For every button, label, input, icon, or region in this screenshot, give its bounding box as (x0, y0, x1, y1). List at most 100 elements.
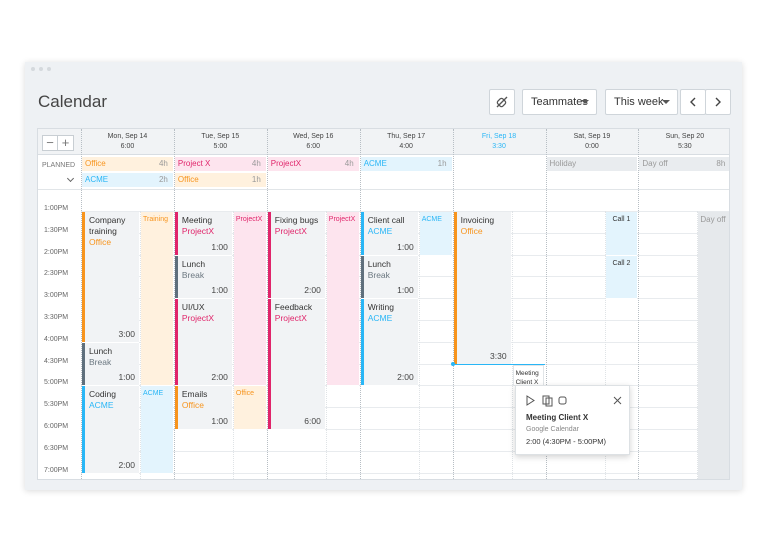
planned-chip: ACME 1h (360, 157, 452, 171)
event-title: Emails (181, 389, 208, 400)
now-line (452, 363, 546, 366)
event[interactable]: Writing ACME 2:00 (360, 299, 418, 387)
prev-button[interactable] (680, 89, 706, 115)
event-duration: 1:00 (397, 285, 414, 296)
event-title: Client call (367, 215, 405, 225)
planned-block[interactable]: ProjectX (233, 212, 266, 387)
popup-source: Google Calendar (526, 426, 579, 433)
teammates-dropdown[interactable]: Teammates (522, 89, 597, 115)
day-total: 3:30 (492, 143, 506, 150)
grid-line (81, 211, 729, 212)
event-color (82, 212, 85, 342)
day-divider (266, 129, 268, 479)
event[interactable]: Feedback ProjectX 6:00 (267, 299, 325, 430)
event-duration: 3:00 (118, 328, 135, 339)
slot-divider (140, 211, 141, 479)
day-total: 6:00 (120, 143, 135, 150)
time-label: 1:30PM (44, 226, 69, 234)
event-color (174, 299, 178, 386)
day-name: Fri, Sep 18 (481, 133, 517, 140)
event[interactable]: UI/UX ProjectX 2:00 (174, 299, 232, 387)
event-tag: Office (460, 226, 483, 236)
event-duration: 1:00 (118, 372, 135, 383)
zoom-in[interactable]: + (61, 135, 70, 150)
planned-chip: Day off 8h (639, 157, 729, 171)
planned-chip: Project X 4h (174, 157, 266, 171)
time-label: 2:30PM (44, 270, 69, 278)
event-duration: 1:00 (211, 241, 228, 252)
range-dropdown[interactable]: This week (605, 89, 678, 115)
time-label: 4:30PM (44, 357, 69, 365)
event-tag: Office (181, 400, 204, 411)
planned-toggle[interactable] (66, 174, 75, 183)
planned-block[interactable]: Meeting Client X (512, 364, 545, 387)
event-color (82, 342, 85, 386)
event[interactable]: Invoicing Office 3:30 (453, 212, 511, 365)
planned-chip: Holiday (546, 157, 638, 171)
event[interactable]: Company training Office 3:00 (82, 212, 139, 343)
slot-divider (418, 211, 420, 479)
event-color (360, 255, 364, 299)
slot-divider (511, 211, 513, 479)
time-label: 5:00PM (44, 379, 69, 387)
event-color (174, 255, 178, 299)
planned-block[interactable]: Call 1 (605, 212, 638, 256)
planned-block[interactable]: ACME (141, 386, 173, 474)
event-duration: 2:00 (118, 459, 135, 470)
range-label: This week (614, 96, 664, 108)
time-label: 7:00PM (44, 466, 69, 474)
planned-block[interactable]: Call 2 (605, 255, 638, 300)
time-label: 6:00PM (44, 423, 69, 430)
day-divider (452, 129, 454, 479)
event[interactable]: Fixing bugs ProjectX 2:00 (267, 212, 325, 300)
event[interactable]: Client call ACME 1:00 (360, 212, 418, 256)
event-tag: ProjectX (274, 313, 307, 324)
event-title: Fixing bugs (274, 215, 319, 225)
planned-block[interactable]: Training (141, 212, 173, 387)
planned-name: Holiday (549, 159, 577, 168)
event[interactable]: Lunch Break 1:00 (174, 255, 232, 300)
sync-button[interactable] (489, 89, 515, 115)
planned-name: ProjectX (270, 159, 302, 168)
planned-block[interactable]: ACME (419, 212, 452, 256)
slot-divider (325, 211, 327, 479)
planned-block[interactable]: ProjectX (326, 212, 359, 387)
planned-name: Office (85, 159, 106, 168)
next-icon (715, 97, 721, 107)
day-divider (173, 129, 175, 479)
event[interactable]: Coding ACME 2:00 (82, 386, 139, 474)
event-color (360, 212, 364, 255)
event[interactable]: Lunch Break 1:00 (360, 255, 418, 300)
event-tag: ACME (367, 313, 393, 324)
popup-actions[interactable] (516, 392, 629, 412)
teammates-label: Teammates (531, 96, 588, 108)
slot-divider (697, 211, 699, 479)
next-button[interactable] (705, 89, 731, 115)
event-tag: ACME (367, 226, 393, 236)
time-label: 5:30PM (44, 401, 69, 409)
caret (662, 100, 670, 104)
planned-block[interactable]: Day off (698, 212, 729, 479)
header-row (38, 129, 729, 155)
day-name: Wed, Sep 16 (293, 133, 334, 140)
event-duration: 6:00 (304, 415, 321, 426)
zoom-out[interactable]: − (43, 136, 58, 150)
event-duration: 1:00 (211, 415, 228, 426)
event-tag: ProjectX (181, 313, 215, 324)
zoom-buttons: − + (42, 135, 74, 151)
time-label: 4:00PM (44, 335, 69, 343)
planned-hours: 1h (437, 159, 447, 168)
event[interactable]: Lunch Break 1:00 (82, 342, 139, 387)
planned-block[interactable]: Office (233, 386, 266, 430)
grid-line (81, 450, 729, 452)
event[interactable]: Meeting ProjectX 1:00 (174, 212, 232, 256)
day-total: 5:00 (213, 143, 228, 150)
event-tag: Break (181, 269, 205, 280)
event-tag: ACME (89, 400, 114, 411)
time-label: 1:00PM (44, 205, 69, 212)
event[interactable]: Emails Office 1:00 (174, 386, 232, 430)
popup-time: 2:00 (4:30PM - 5:00PM) (526, 437, 607, 446)
event-title: UI/UX (181, 302, 205, 313)
planned-chip: ACME 2h (82, 173, 173, 187)
